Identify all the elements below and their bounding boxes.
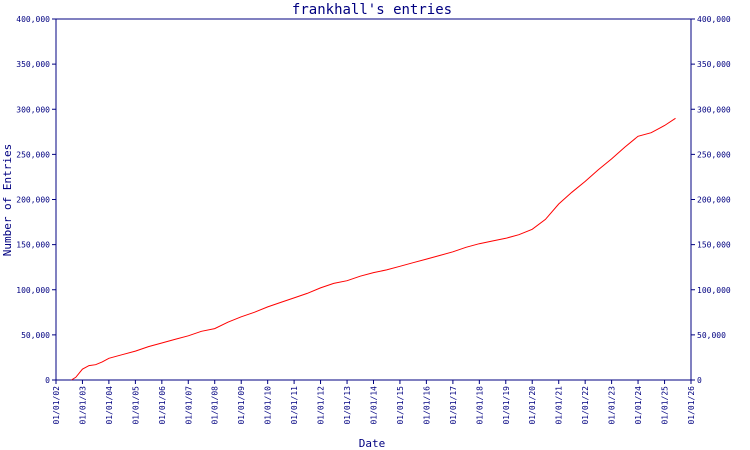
- x-tick-label: 01/01/02: [52, 386, 61, 425]
- y-tick-label-left: 200,000: [16, 196, 50, 205]
- y-tick-label-left: 50,000: [21, 331, 50, 340]
- x-tick-label: 01/01/19: [502, 386, 511, 425]
- x-tick-label: 01/01/11: [290, 386, 299, 425]
- x-axis-label: Date: [359, 437, 386, 450]
- x-tick-label: 01/01/25: [661, 386, 670, 425]
- y-axis-left-ticks: 0 50,000 100,000 150,000 200,000 250,000 300,0…: [16, 15, 56, 385]
- x-tick-label: 01/01/23: [608, 386, 617, 425]
- axes: [55, 18, 692, 381]
- y-tick-label-left: 400,000: [16, 15, 50, 24]
- y-tick-label-right: 400,000: [697, 15, 731, 24]
- y-tick-label-left: 150,000: [16, 241, 50, 250]
- x-tick-label: 01/01/15: [396, 386, 405, 425]
- x-tick-label: 01/01/08: [211, 386, 220, 425]
- chart-title: frankhall's entries: [292, 2, 452, 18]
- x-tick-label: 01/01/03: [78, 386, 87, 425]
- x-tick-label: 01/01/04: [105, 386, 114, 425]
- series-layer: [71, 117, 676, 381]
- x-axis-ticks: 01/01/02 01/01/03 01/01/04 01/01/05 01/01/06…: [52, 380, 696, 425]
- x-tick-label: 01/01/13: [343, 386, 352, 425]
- x-tick-label: 01/01/05: [131, 386, 140, 425]
- x-tick-label: 01/01/10: [264, 386, 273, 425]
- x-tick-label: 01/01/17: [449, 386, 458, 425]
- y-tick-label-left: 300,000: [16, 105, 50, 114]
- y-tick-label-right: 100,000: [697, 286, 731, 295]
- x-tick-label: 01/01/26: [687, 386, 696, 425]
- x-tick-label: 01/01/09: [237, 386, 246, 425]
- x-tick-label: 01/01/18: [475, 386, 484, 425]
- y-tick-label-right: 250,000: [697, 150, 731, 159]
- x-tick-label: 01/01/06: [158, 386, 167, 425]
- y-tick-label-right: 350,000: [697, 60, 731, 69]
- x-tick-label: 01/01/12: [317, 386, 326, 425]
- x-tick-label: 01/01/21: [555, 386, 564, 425]
- plot-frame: [55, 18, 692, 381]
- y-tick-label-right: 50,000: [697, 331, 726, 340]
- y-tick-label-right: 0: [697, 376, 702, 385]
- y-axis-right-ticks: 0 50,000 100,000 150,000 200,000 250,000 300,0…: [691, 15, 731, 385]
- x-tick-label: 01/01/07: [184, 386, 193, 425]
- y-tick-label-left: 250,000: [16, 150, 50, 159]
- x-tick-label: 01/01/20: [528, 386, 537, 425]
- x-tick-label: 01/01/22: [581, 386, 590, 425]
- x-tick-label: 01/01/16: [422, 386, 431, 425]
- y-tick-label-left: 100,000: [16, 286, 50, 295]
- y-tick-label-right: 150,000: [697, 241, 731, 250]
- x-tick-label: 01/01/14: [370, 386, 379, 425]
- y-tick-label-right: 300,000: [697, 105, 731, 114]
- entries-series-line: [71, 117, 676, 381]
- y-tick-label-left: 350,000: [16, 60, 50, 69]
- y-axis-label: Number of Entries: [1, 144, 14, 257]
- y-tick-label-right: 200,000: [697, 196, 731, 205]
- x-tick-label: 01/01/24: [634, 386, 643, 425]
- y-tick-label-left: 0: [45, 376, 50, 385]
